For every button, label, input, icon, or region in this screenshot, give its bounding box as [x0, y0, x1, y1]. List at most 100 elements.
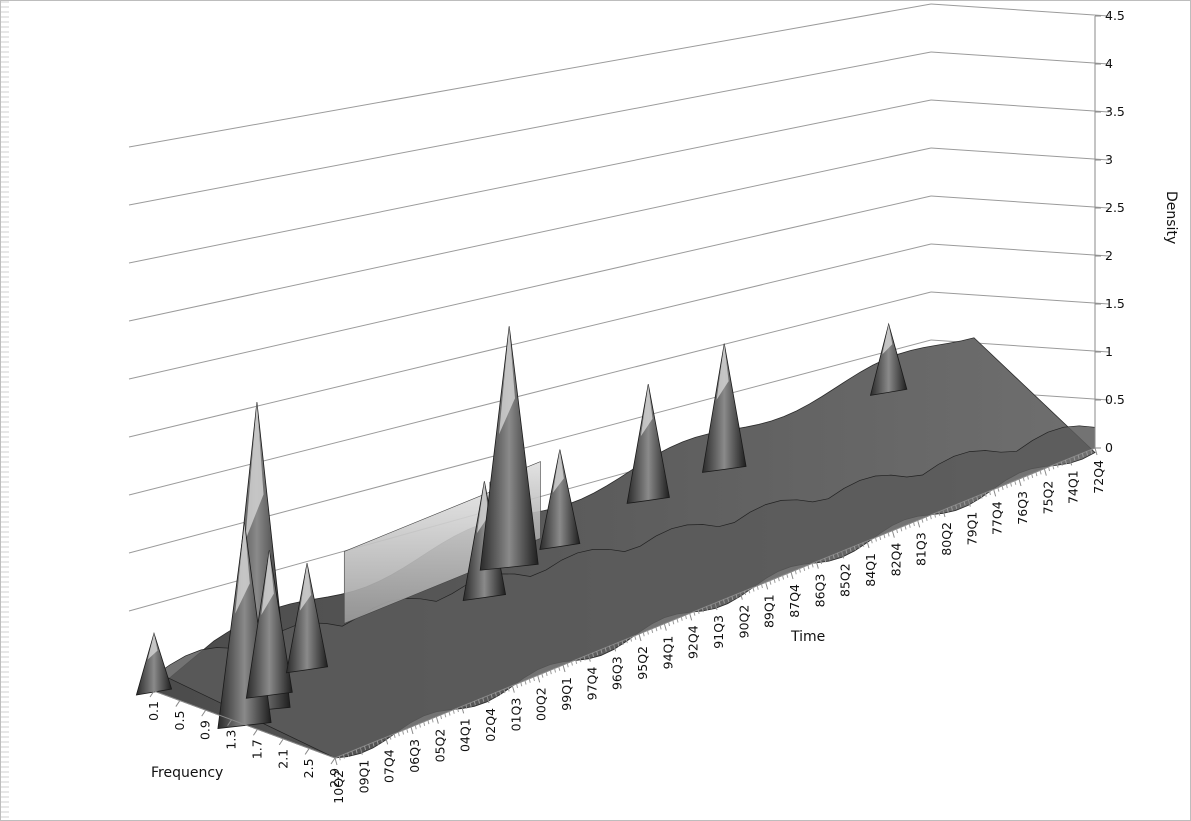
- time-minor-tick: [482, 697, 485, 702]
- time-minor-tick: [490, 694, 493, 699]
- density-tick-label: 0: [1105, 440, 1113, 455]
- time-minor-tick: [950, 506, 953, 511]
- frequency-axis-ticks: 0.1 0.5 0.9 1.3 1.7 2.1 2.5 2.9: [146, 690, 342, 788]
- time-minor-tick: [592, 652, 595, 658]
- time-minor-tick: [727, 597, 730, 602]
- frequency-axis-line: [153, 690, 336, 759]
- time-minor-tick: [634, 635, 637, 640]
- time-tick-mark: [739, 592, 743, 600]
- time-tick-mark: [1018, 478, 1022, 487]
- time-minor-tick: [887, 532, 890, 537]
- time-minor-tick: [418, 723, 421, 728]
- time-minor-tick: [668, 621, 671, 627]
- time-minor-tick: [1090, 449, 1093, 454]
- time-axis-title: Time: [790, 629, 825, 645]
- time-minor-tick: [803, 566, 806, 571]
- time-minor-tick: [955, 504, 958, 509]
- time-minor-tick: [874, 537, 877, 542]
- time-minor-tick: [532, 676, 535, 682]
- time-tick-mark: [638, 633, 642, 642]
- time-minor-tick: [946, 508, 949, 513]
- time-tick-label: 99Q1: [559, 677, 574, 711]
- time-minor-tick: [912, 521, 915, 527]
- time-tick-mark: [486, 695, 490, 704]
- time-minor-tick: [642, 632, 645, 637]
- time-minor-tick: [706, 606, 709, 611]
- gridline: [128, 99, 932, 264]
- time-minor-tick: [507, 687, 510, 692]
- time-minor-tick: [672, 620, 675, 625]
- time-minor-tick: [558, 666, 561, 671]
- time-minor-tick: [756, 585, 759, 590]
- time-tick-mark: [714, 602, 718, 611]
- time-minor-tick: [554, 668, 557, 673]
- time-minor-tick: [896, 528, 899, 534]
- time-minor-tick: [858, 544, 861, 549]
- time-minor-tick: [342, 754, 345, 759]
- time-minor-tick: [655, 626, 658, 632]
- time-minor-tick: [963, 501, 966, 506]
- time-tick-label: 89Q1: [762, 594, 777, 628]
- time-minor-tick: [456, 707, 459, 713]
- time-tick-label: 01Q3: [508, 698, 523, 732]
- time-minor-tick: [651, 628, 654, 633]
- time-minor-tick: [777, 577, 780, 582]
- density-tick-label: 3.5: [1105, 104, 1125, 119]
- time-tick-label: 05Q2: [432, 729, 447, 763]
- time-minor-tick: [646, 630, 649, 635]
- time-minor-tick: [347, 752, 350, 757]
- time-minor-tick: [469, 702, 472, 708]
- time-tick-mark: [663, 623, 667, 631]
- time-tick-label: 07Q4: [382, 749, 397, 783]
- time-minor-tick: [853, 546, 856, 551]
- frequency-tick-label: 1.3: [224, 730, 239, 750]
- frequency-tick-mark: [227, 719, 232, 726]
- time-minor-tick: [351, 750, 354, 756]
- gridline: [128, 147, 932, 322]
- gridline: [930, 51, 1110, 65]
- frequency-tick-mark: [175, 700, 181, 707]
- time-tick-label: 74Q1: [1066, 470, 1081, 504]
- density-peak: [285, 563, 329, 674]
- density-peak: [869, 322, 908, 396]
- time-tick-mark: [765, 582, 769, 590]
- density-tick-label: 4: [1105, 56, 1113, 71]
- time-minor-tick: [676, 618, 679, 623]
- time-minor-tick: [364, 745, 367, 751]
- time-tick-label: 87Q4: [787, 584, 802, 618]
- time-minor-tick: [929, 515, 932, 520]
- time-minor-tick: [718, 601, 721, 606]
- time-tick-mark: [562, 664, 566, 673]
- time-minor-tick: [832, 554, 835, 559]
- time-minor-tick: [625, 639, 628, 644]
- time-tick-label: 97Q4: [584, 667, 599, 701]
- time-tick-mark: [815, 561, 819, 569]
- time-minor-tick: [575, 659, 578, 664]
- time-tick-label: 85Q2: [838, 563, 853, 597]
- time-minor-tick: [549, 670, 552, 675]
- time-minor-tick: [984, 492, 987, 497]
- gridline: [930, 3, 1110, 17]
- time-tick-label: 95Q2: [635, 646, 650, 680]
- time-minor-tick: [1073, 456, 1076, 461]
- time-tick-mark: [613, 644, 617, 652]
- time-minor-tick: [820, 559, 823, 565]
- time-minor-tick: [735, 594, 738, 599]
- time-tick-mark: [891, 530, 895, 538]
- time-minor-tick: [693, 611, 696, 616]
- time-minor-tick: [524, 680, 527, 685]
- time-axis-ticks: 10Q2 09Q1 07Q4 06Q3 05Q2 04Q1 02Q4 01Q3 00Q2 99Q1…: [331, 447, 1106, 804]
- time-minor-tick: [1005, 484, 1008, 489]
- gridline: [128, 3, 932, 148]
- time-minor-tick: [393, 733, 396, 739]
- time-minor-tick: [862, 542, 865, 547]
- time-tick-label: 92Q4: [686, 625, 701, 659]
- time-minor-tick: [1064, 459, 1067, 465]
- time-tick-label: 79Q1: [964, 512, 979, 546]
- density-tick-label: 2: [1105, 248, 1113, 263]
- gridline: [128, 243, 932, 438]
- time-minor-tick: [925, 516, 928, 522]
- time-minor-tick: [448, 711, 451, 716]
- time-minor-tick: [824, 558, 827, 563]
